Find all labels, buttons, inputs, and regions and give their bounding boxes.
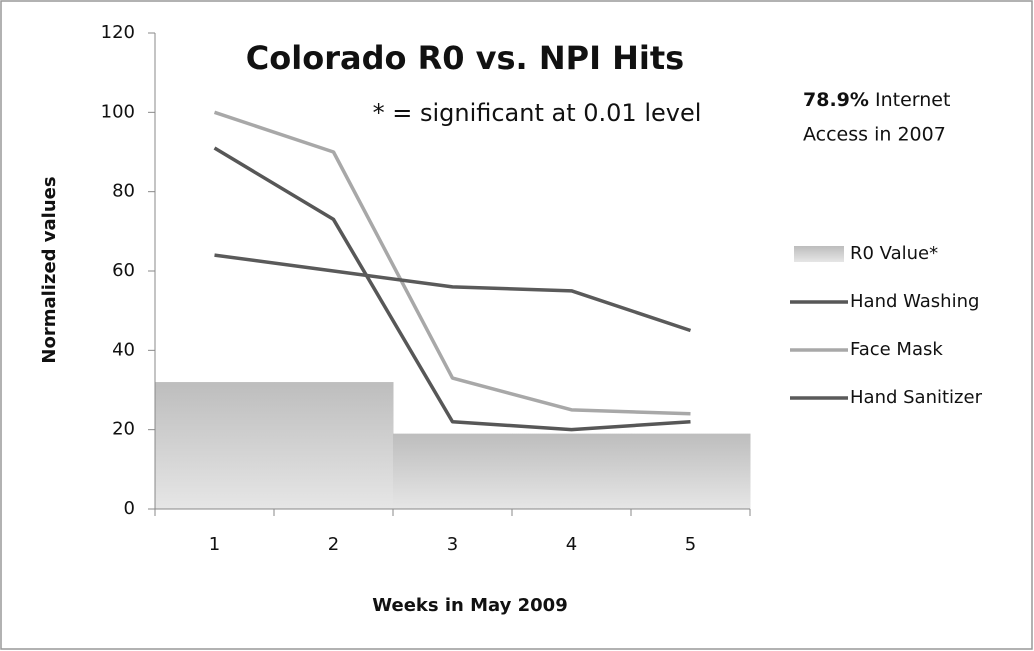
bar	[631, 433, 751, 509]
annotation: 78.9%	[803, 89, 869, 111]
y-tick-label: 40	[112, 339, 135, 360]
y-tick-label: 20	[112, 419, 135, 440]
bar	[274, 382, 394, 509]
x-tick-label: 1	[209, 534, 220, 555]
y-tick-label: 100	[101, 101, 135, 122]
annotation: 78.9% Internet	[803, 89, 950, 111]
x-tick-label: 4	[566, 534, 577, 555]
legend-label: Hand Washing	[850, 291, 979, 312]
bar	[155, 382, 275, 509]
chart-title: Colorado R0 vs. NPI Hits	[246, 39, 684, 77]
annotation: Access in 2007	[803, 124, 946, 146]
y-tick-label: 120	[101, 22, 135, 43]
legend-label: Hand Sanitizer	[850, 387, 983, 408]
x-tick-label: 3	[447, 534, 458, 555]
line	[213, 110, 691, 416]
y-tick-label: 60	[112, 260, 135, 281]
line	[214, 253, 692, 333]
y-tick-label: 80	[112, 181, 135, 202]
y-axis-title: Normalized values	[39, 176, 60, 363]
bar	[393, 433, 513, 509]
bar	[512, 433, 632, 509]
y-tick-label: 0	[124, 498, 135, 519]
legend-label: R0 Value*	[850, 243, 938, 264]
annotation: * = significant at 0.01 level	[373, 99, 702, 127]
legend-label: Face Mask	[850, 339, 943, 360]
legend-swatch	[794, 246, 844, 262]
x-tick-label: 5	[685, 534, 696, 555]
x-axis-title: Weeks in May 2009	[372, 595, 567, 616]
line	[213, 146, 691, 432]
x-tick-label: 2	[328, 534, 339, 555]
annotation: Internet	[875, 89, 950, 111]
